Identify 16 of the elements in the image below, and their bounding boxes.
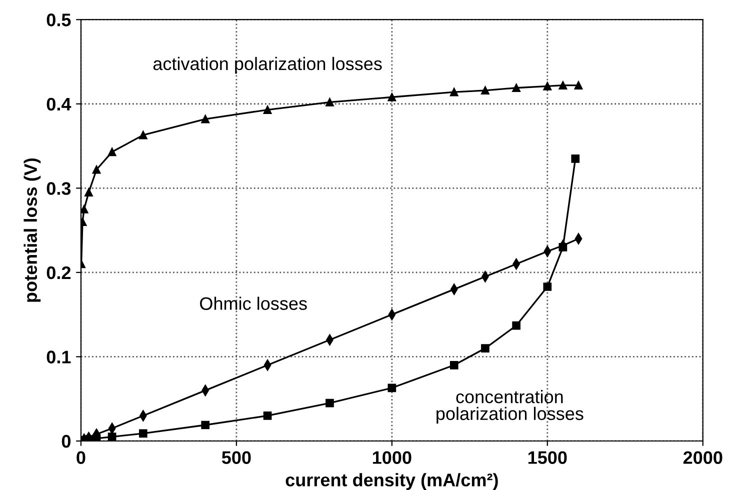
y-tick-label: 0.4 — [46, 98, 72, 111]
y-tick-label: 0.2 — [46, 266, 71, 280]
x-axis-title: current density (mA/cm²) — [286, 473, 498, 490]
x-tick-label: 1500 — [528, 451, 567, 464]
y-tick-label: 0.1 — [46, 350, 71, 364]
y-tick-label: 0 — [62, 434, 70, 448]
x-tick-label: 2000 — [683, 451, 722, 464]
y-tick-label: 0.3 — [46, 182, 71, 195]
series-label: activation polarization losses — [153, 56, 382, 74]
x-tick-label: 500 — [222, 451, 251, 464]
series-label: Ohmic losses — [200, 296, 307, 310]
series-label: concentration polarization losses — [436, 390, 584, 424]
x-tick-label: 1000 — [372, 451, 412, 464]
x-tick-label: 0 — [76, 451, 86, 464]
y-axis-title: potential loss (V) — [24, 158, 41, 302]
y-tick-label: 0.5 — [46, 14, 71, 26]
